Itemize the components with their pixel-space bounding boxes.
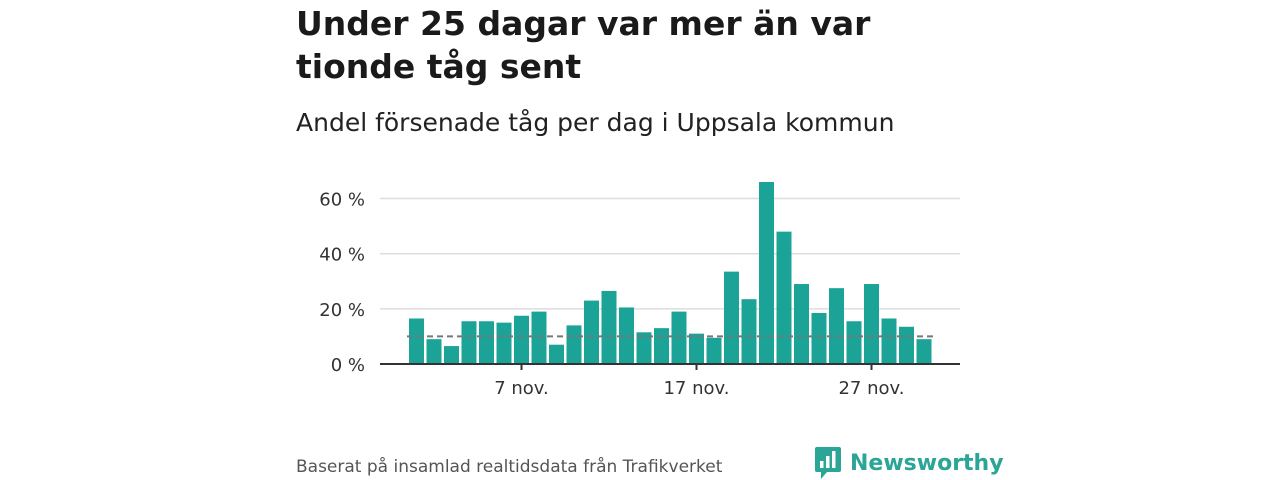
x-axis-ticks: 7 nov. 17 nov. 27 nov. bbox=[494, 364, 905, 399]
bar bbox=[881, 318, 897, 364]
bar-chart-speech-icon bbox=[815, 447, 841, 479]
bar bbox=[444, 346, 459, 364]
source-note: Baserat på insamlad realtidsdata från Tr… bbox=[296, 457, 723, 477]
newsworthy-logo: Newsworthy bbox=[814, 446, 1004, 480]
bar bbox=[724, 271, 739, 364]
bar bbox=[689, 333, 704, 364]
bar-chart: 0 % 20 % 40 % 60 % 7 nov. 17 nov. 27 nov. bbox=[319, 182, 960, 399]
bar bbox=[864, 284, 879, 364]
chart-subtitle: Andel försenade tåg per dag i Uppsala ko… bbox=[296, 108, 895, 137]
bar bbox=[654, 328, 669, 364]
x-tick-label: 7 nov. bbox=[494, 378, 549, 399]
y-axis-labels: 0 % 20 % 40 % 60 % bbox=[319, 190, 365, 376]
x-tick-label: 27 nov. bbox=[838, 378, 904, 399]
bar bbox=[479, 321, 494, 364]
bar bbox=[829, 288, 844, 364]
bar bbox=[811, 312, 827, 364]
bar bbox=[514, 315, 529, 364]
bar bbox=[584, 300, 599, 364]
bar bbox=[496, 322, 512, 364]
y-tick-label: 60 % bbox=[319, 190, 365, 211]
bar bbox=[899, 326, 914, 364]
chart-title: Under 25 dagar var mer än var tionde tåg… bbox=[296, 4, 871, 86]
bar bbox=[794, 284, 809, 364]
bar bbox=[426, 339, 442, 364]
bar bbox=[706, 337, 722, 364]
bar bbox=[776, 231, 792, 364]
y-tick-label: 20 % bbox=[319, 300, 365, 321]
bar bbox=[759, 182, 774, 364]
gridlines bbox=[380, 197, 960, 310]
bar bbox=[741, 299, 757, 364]
y-tick-label: 0 % bbox=[331, 355, 365, 376]
bar bbox=[601, 290, 617, 364]
bar bbox=[566, 325, 582, 364]
bars bbox=[409, 182, 932, 364]
bar bbox=[846, 321, 862, 364]
bar bbox=[619, 307, 634, 364]
bar bbox=[671, 311, 687, 364]
logo-text: Newsworthy bbox=[850, 450, 1004, 476]
bar bbox=[531, 311, 547, 364]
bar bbox=[916, 339, 932, 364]
bar bbox=[549, 344, 564, 364]
x-tick-label: 17 nov. bbox=[663, 378, 729, 399]
y-tick-label: 40 % bbox=[319, 245, 365, 266]
bar bbox=[409, 318, 424, 364]
bar bbox=[636, 332, 652, 364]
bar bbox=[461, 321, 477, 364]
